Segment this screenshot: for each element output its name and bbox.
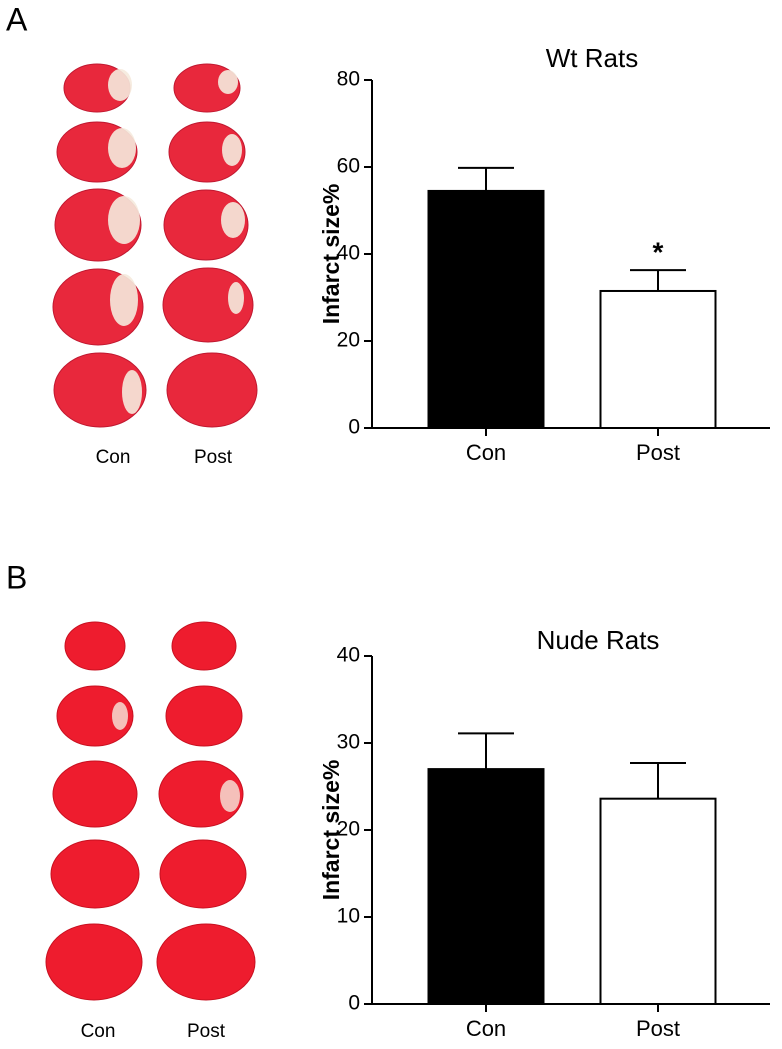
bar: [427, 189, 545, 429]
x-tick-label: Con: [466, 1016, 506, 1041]
y-tick-label: 30: [337, 731, 360, 754]
image-label: Post: [187, 1021, 226, 1042]
y-tick-label: 40: [337, 242, 360, 265]
brain-slices-b: [45, 621, 256, 1001]
image-label: Post: [194, 447, 233, 468]
chart-title: Nude Rats: [537, 625, 660, 655]
y-tick-label: 0: [348, 416, 360, 439]
brain-slices-a: [52, 63, 258, 428]
y-tick-label: 80: [337, 68, 360, 91]
bar: [599, 797, 717, 1005]
y-tick-label: 0: [348, 992, 360, 1015]
y-axis-label: Infarct size%: [318, 184, 344, 325]
chart-title: Wt Rats: [546, 43, 638, 73]
x-tick-label: Post: [636, 440, 680, 465]
panel-label: B: [6, 559, 27, 595]
y-tick-label: 20: [337, 818, 360, 841]
significance-marker: *: [653, 236, 664, 267]
y-tick-label: 60: [337, 155, 360, 178]
x-tick-label: Post: [636, 1016, 680, 1041]
y-tick-label: 20: [337, 329, 360, 352]
x-tick-label: Con: [466, 440, 506, 465]
image-label: Con: [81, 1021, 116, 1042]
image-label: Con: [96, 447, 131, 468]
y-axis-label: Infarct size%: [318, 760, 344, 901]
y-tick-label: 40: [337, 644, 360, 667]
panel-label: A: [6, 1, 28, 37]
bar: [427, 768, 545, 1005]
bar: [599, 289, 717, 429]
y-tick-label: 10: [337, 905, 360, 928]
